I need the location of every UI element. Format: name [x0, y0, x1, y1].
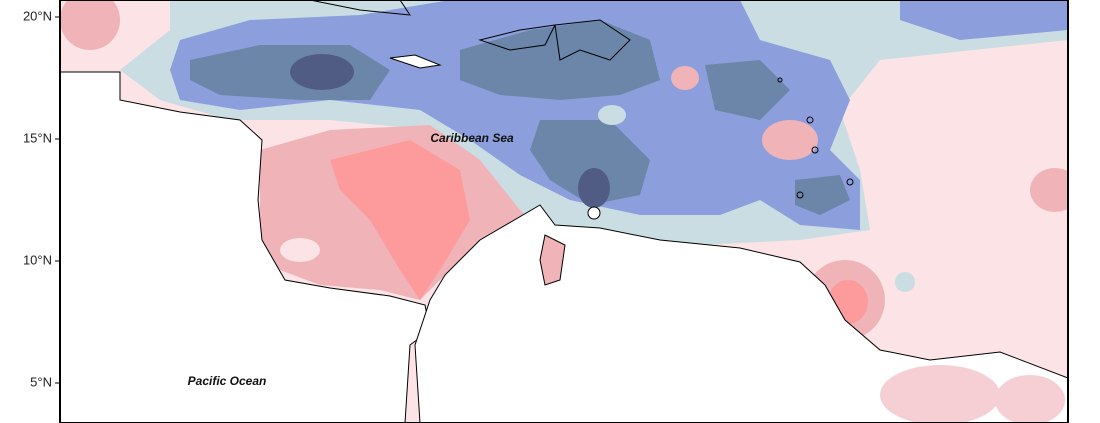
- place-label: Caribbean Sea: [430, 131, 514, 145]
- lat-label: 5°N: [30, 374, 52, 389]
- island-cuba: [309, 0, 412, 16]
- anomaly-light-blue: [598, 105, 626, 125]
- anomaly-land-pink: [995, 375, 1065, 423]
- island-jamaica: [389, 54, 442, 69]
- anomaly-pale: [280, 238, 320, 262]
- anomaly-pink: [60, 0, 120, 50]
- anomaly-pink: [762, 120, 818, 160]
- lat-label: 10°N: [23, 252, 52, 267]
- island: [846, 178, 854, 186]
- anomaly-red: [330, 140, 470, 300]
- island-hispaniola: [554, 19, 631, 61]
- map-frame: [59, 0, 1069, 423]
- anomaly-dark: [795, 175, 850, 215]
- anomaly-darkest: [290, 54, 354, 90]
- island: [796, 191, 804, 199]
- island-hispaniola: [478, 24, 556, 51]
- anomaly-pink: [671, 66, 699, 90]
- anomaly-dark: [705, 60, 790, 120]
- land-peninsula: [539, 234, 566, 286]
- land-central-america: [60, 71, 431, 423]
- lat-ticks: [55, 16, 60, 384]
- anomaly-land-pink: [880, 365, 1000, 423]
- anomaly-dark: [530, 120, 650, 205]
- island: [811, 146, 819, 154]
- island-aruba: [587, 206, 601, 220]
- map-panel: [60, 0, 1068, 423]
- anomaly-light-blue: [895, 272, 915, 292]
- anomaly-pink: [1030, 168, 1068, 212]
- island: [777, 77, 783, 83]
- lat-label: 20°N: [23, 8, 52, 23]
- anomaly-darkest: [578, 168, 610, 208]
- anomaly-blue: [900, 0, 1068, 40]
- island: [806, 116, 814, 124]
- lat-label: 15°N: [23, 130, 52, 145]
- land-south-america: [414, 204, 1068, 423]
- place-label: Pacific Ocean: [188, 374, 267, 388]
